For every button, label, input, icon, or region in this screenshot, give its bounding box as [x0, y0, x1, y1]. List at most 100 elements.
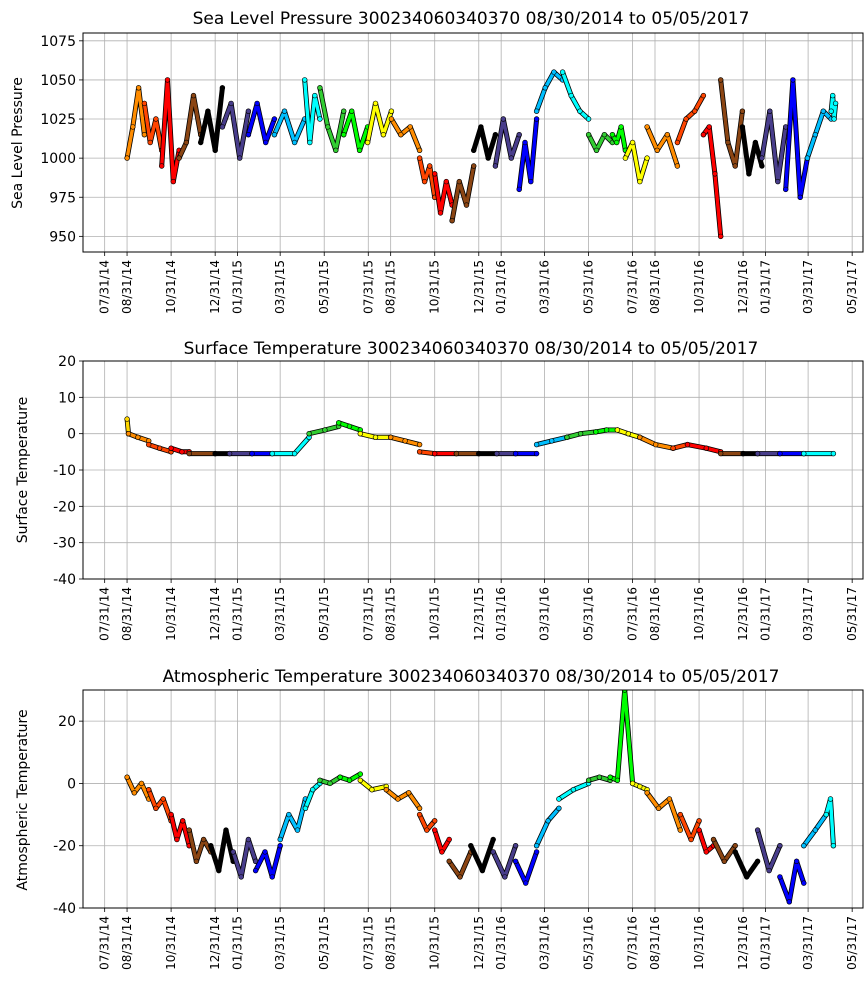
data-point — [141, 100, 148, 107]
data-point — [174, 836, 180, 843]
y-tick-label: 20 — [58, 354, 76, 370]
x-tick-label: 01/31/15 — [231, 587, 245, 641]
data-point — [652, 441, 659, 448]
data-point — [677, 811, 683, 818]
data-point — [186, 450, 192, 457]
data-point — [125, 431, 132, 437]
data-point — [593, 147, 600, 154]
data-point — [820, 108, 826, 114]
data-point — [141, 132, 148, 138]
series-line — [805, 109, 833, 160]
data-point — [138, 780, 145, 787]
data-series-5 — [230, 836, 259, 880]
x-tick-label: 12/31/15 — [472, 916, 486, 970]
data-point — [585, 132, 592, 138]
data-point — [416, 155, 423, 161]
data-point — [830, 842, 837, 849]
data-point — [130, 124, 136, 130]
data-point — [281, 108, 288, 114]
data-point — [577, 108, 583, 114]
data-point — [542, 85, 548, 91]
x-tick-label: 07/31/16 — [626, 260, 640, 314]
data-point — [508, 155, 514, 161]
x-tick-label: 10/31/14 — [164, 587, 178, 641]
data-point — [691, 108, 698, 114]
x-tick-label: 05/31/15 — [317, 260, 331, 314]
data-point — [725, 139, 731, 146]
data-point — [341, 132, 347, 138]
data-point — [146, 441, 152, 448]
data-point — [618, 124, 624, 130]
x-tick-label: 01/31/17 — [759, 916, 773, 970]
data-point — [336, 420, 342, 426]
data-point — [398, 132, 404, 138]
x-tick-label: 07/31/14 — [98, 260, 112, 314]
data-point — [829, 92, 836, 99]
data-point — [349, 108, 355, 114]
data-series-12 — [388, 116, 423, 154]
series-line — [610, 125, 628, 152]
data-point — [269, 874, 275, 880]
data-point — [703, 445, 709, 451]
data-point — [146, 786, 152, 793]
data-point — [252, 867, 259, 874]
data-point — [622, 690, 628, 693]
data-series-19 — [533, 69, 566, 114]
data-point — [677, 827, 683, 833]
grid — [83, 33, 863, 252]
data-series-12 — [383, 786, 423, 811]
data-point — [596, 774, 603, 780]
x-tick-label: 01/31/15 — [231, 916, 245, 970]
series-line — [450, 164, 476, 223]
data-point — [782, 186, 789, 193]
data-point — [548, 438, 555, 444]
data-point — [545, 818, 551, 824]
data-point — [607, 774, 613, 780]
data-point — [759, 163, 765, 169]
data-point — [402, 438, 408, 444]
data-point — [372, 434, 379, 440]
chart-surface-temperature: Surface Temperature 300234060340370 08/3… — [15, 339, 864, 641]
data-point — [156, 445, 163, 451]
series-line — [433, 172, 454, 215]
data-point — [446, 858, 452, 864]
data-point — [212, 450, 218, 457]
data-point — [245, 132, 252, 138]
data-point — [346, 423, 353, 430]
plot-area: 950 975 1000 1025 1050 1075 07/31/14 08/31/14 10… — [40, 32, 864, 314]
data-point — [830, 450, 837, 457]
data-point — [674, 163, 681, 169]
data-point — [219, 124, 226, 130]
data-point — [437, 210, 444, 216]
data-point — [637, 178, 643, 185]
data-point — [131, 790, 138, 796]
series-line — [560, 70, 591, 121]
data-point — [200, 836, 207, 843]
data-point — [556, 796, 562, 802]
data-point — [325, 124, 331, 130]
x-tick-label: 08/31/16 — [648, 260, 662, 314]
data-point — [463, 202, 470, 208]
data-point — [766, 867, 772, 874]
data-point — [740, 450, 746, 457]
x-tick-label: 08/31/16 — [648, 916, 662, 970]
data-point — [416, 805, 423, 811]
data-point — [271, 116, 278, 122]
data-series-21 — [585, 774, 613, 783]
data-point — [395, 796, 401, 802]
data-point — [237, 155, 243, 161]
data-point — [512, 858, 519, 864]
data-series-2 — [159, 77, 182, 185]
data-point — [812, 827, 818, 833]
y-axis-label: Atmospheric Temperature — [15, 709, 31, 890]
data-series-9 — [317, 85, 347, 154]
data-point — [570, 786, 577, 793]
data-point — [186, 827, 192, 833]
x-tick-label: 08/31/16 — [648, 587, 662, 641]
data-point — [674, 139, 681, 146]
data-point — [124, 416, 130, 422]
series-line — [623, 140, 649, 184]
data-series-8 — [302, 780, 323, 811]
plot-area: -40 -30 -20 -10 0 10 20 07/31/14 08/31/14 10/31/1… — [53, 354, 864, 641]
data-point — [322, 427, 328, 433]
